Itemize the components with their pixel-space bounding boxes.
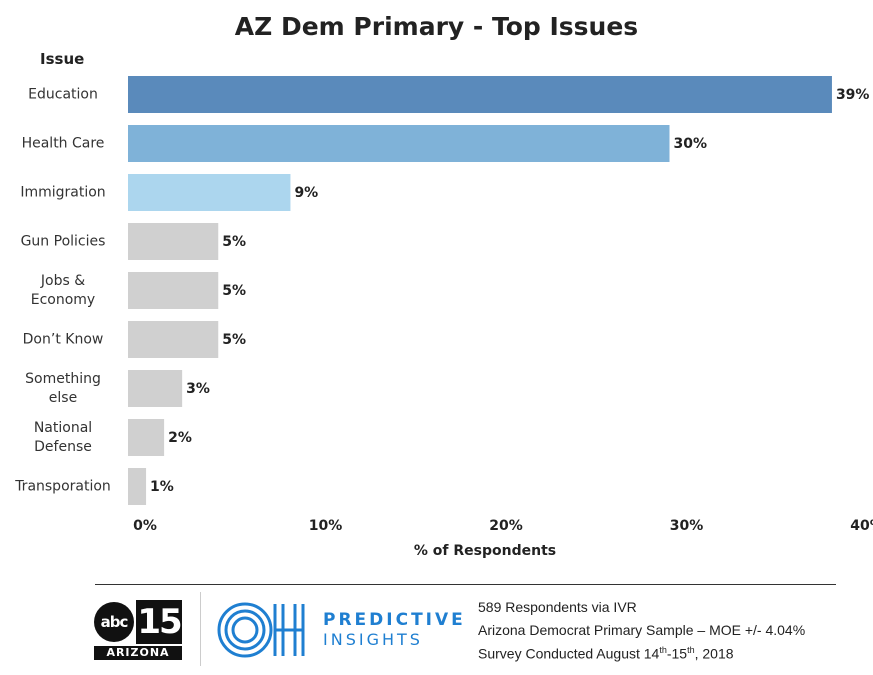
- value-label-3: 5%: [222, 233, 247, 250]
- bar-7: [128, 419, 165, 456]
- value-label-0: 39%: [835, 86, 870, 103]
- bar-3: [128, 223, 219, 260]
- bar-5: [128, 321, 219, 358]
- category-label-8: Transporation: [15, 478, 111, 494]
- category-header: Issue: [40, 50, 85, 68]
- bar-chart: [128, 76, 832, 505]
- survey-dates-mid: -15: [666, 645, 688, 662]
- x-tick-label-3: 30%: [669, 518, 704, 534]
- predictive-insights-wordmark-line1: PREDICTIVE: [323, 610, 466, 630]
- category-label-6: Something else: [25, 370, 101, 406]
- survey-dates-note: Survey Conducted August 14th-15th, 2018: [478, 645, 734, 662]
- category-label-4: Jobs & Economy: [30, 272, 96, 308]
- bar-8: [128, 468, 147, 505]
- x-tick-label-0: 0%: [133, 518, 157, 534]
- footer-divider: [95, 584, 836, 585]
- value-label-7: 2%: [168, 429, 192, 446]
- bar-1: [128, 125, 670, 162]
- predictive-insights-wordmark-line2: INSIGHTS: [323, 630, 423, 649]
- x-tick-label-4: 40%: [850, 518, 873, 534]
- survey-dates-sup2: th: [687, 645, 695, 655]
- bar-2: [128, 174, 291, 211]
- value-label-8: 1%: [150, 478, 174, 495]
- survey-dates-text: Survey Conducted August 14: [478, 645, 660, 662]
- bar-0: [128, 76, 832, 113]
- respondents-note: 589 Respondents via IVR: [478, 599, 637, 615]
- oh-predictive-insights-icon: [217, 602, 305, 658]
- value-label-4: 5%: [222, 282, 247, 299]
- value-label-5: 5%: [222, 331, 247, 348]
- category-label-7: National Defense: [33, 419, 93, 455]
- abc-logo-region: ARIZONA: [94, 646, 182, 660]
- logo-separator: [200, 592, 201, 666]
- abc-logo-mark: abc: [94, 602, 134, 642]
- x-axis-label: % of Respondents: [413, 543, 557, 559]
- abc-logo-number: 15: [136, 600, 183, 644]
- survey-dates-year: , 2018: [694, 645, 734, 662]
- value-label-2: 9%: [294, 184, 319, 201]
- category-label-5: Don’t Know: [22, 331, 104, 347]
- category-label-2: Immigration: [20, 184, 106, 200]
- x-tick-label-1: 10%: [308, 518, 343, 534]
- category-label-1: Health Care: [21, 135, 105, 151]
- bar-6: [128, 370, 183, 407]
- survey-dates-sup1: th: [659, 645, 667, 655]
- sample-moe-note: Arizona Democrat Primary Sample – MOE +/…: [478, 622, 806, 638]
- chart-title: AZ Dem Primary - Top Issues: [234, 12, 639, 41]
- x-tick-label-2: 20%: [489, 518, 523, 534]
- value-label-1: 30%: [673, 135, 708, 152]
- bar-4: [128, 272, 219, 309]
- value-label-6: 3%: [186, 380, 210, 397]
- category-label-3: Gun Policies: [20, 233, 106, 249]
- category-label-0: Education: [28, 86, 98, 102]
- abc15-arizona-logo: abc 15 ARIZONA: [92, 600, 184, 660]
